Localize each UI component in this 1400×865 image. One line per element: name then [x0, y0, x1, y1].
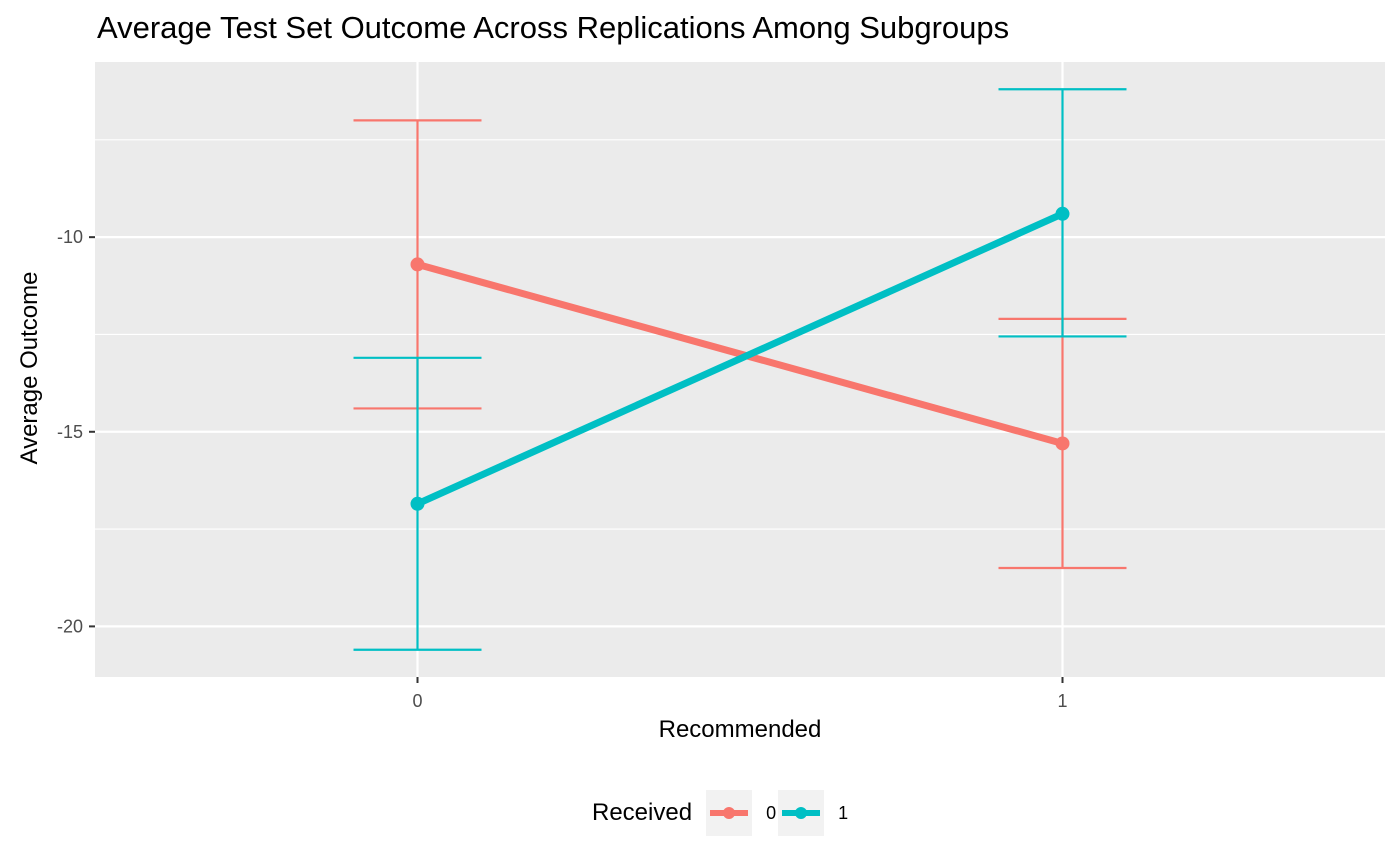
legend: Received 0 1 [592, 790, 862, 836]
point-0-1 [1055, 436, 1070, 451]
legend-title: Received [592, 799, 693, 826]
series-points [410, 206, 1070, 511]
y-tick-label: -15 [57, 422, 83, 442]
point-0-0 [410, 257, 425, 272]
series-lines [416, 210, 1064, 507]
x-tick-label: 1 [1057, 691, 1067, 711]
x-tick-label: 0 [412, 691, 422, 711]
y-axis-label: Average Outcome [16, 271, 43, 465]
legend-key-1 [778, 790, 825, 836]
point-1-0 [410, 496, 425, 511]
series-line-0 [416, 261, 1064, 447]
point-1-1 [1055, 206, 1070, 221]
minor-gridlines [95, 139, 1385, 530]
x-axis-label: Recommended [658, 716, 822, 743]
y-tick-label: -20 [57, 616, 83, 636]
y-tick-label: -10 [57, 227, 83, 247]
legend-label-1: 1 [838, 802, 849, 823]
legend-label-0: 0 [766, 802, 777, 823]
chart-title: Average Test Set Outcome Across Replicat… [97, 10, 1010, 45]
series-line-1 [416, 210, 1064, 507]
axis-ticks: -10 -15 -20 0 1 [57, 227, 1068, 711]
plot-panel [95, 62, 1385, 677]
legend-key-0 [706, 790, 753, 836]
